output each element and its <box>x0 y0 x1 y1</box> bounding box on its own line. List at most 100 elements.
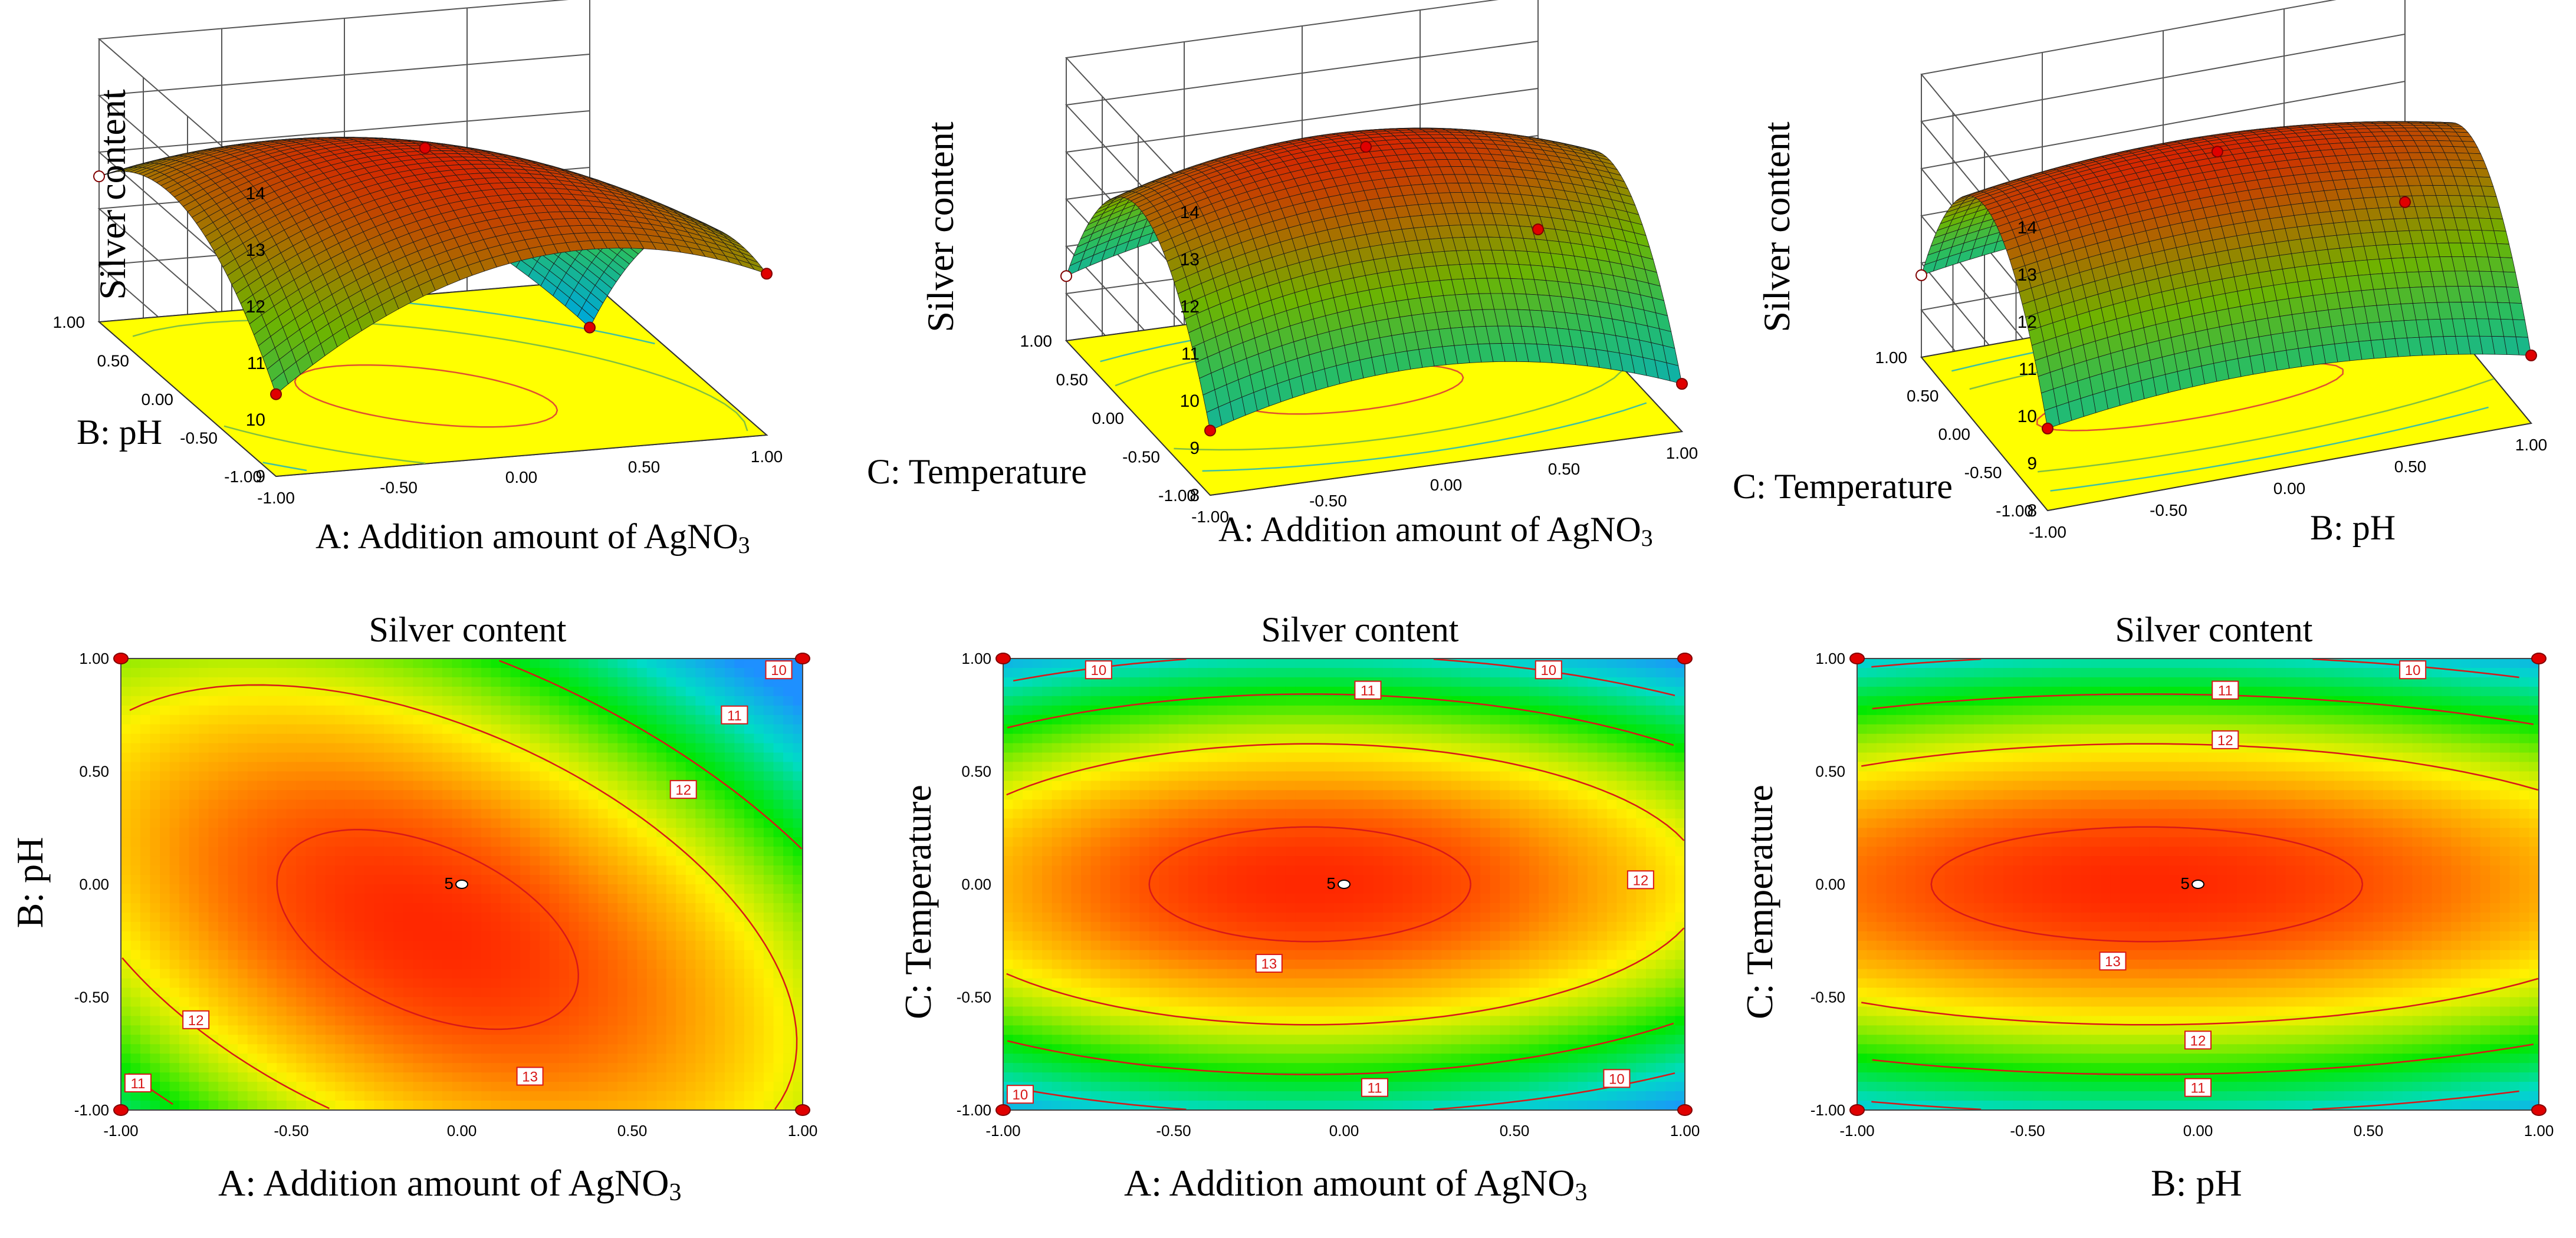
heatmap-cell <box>199 658 209 669</box>
design-point <box>584 322 595 333</box>
x-tick-label: 1.00 <box>2515 436 2548 454</box>
x-tick-label: 1.00 <box>1666 444 1698 462</box>
x-tick-label: 0.00 <box>1430 476 1463 494</box>
y-tick-label: 0.00 <box>1092 409 1125 427</box>
y-tick-label: -1.00 <box>224 467 262 486</box>
heatmap-cell <box>374 658 384 669</box>
x-axis-label: B: pH <box>2310 508 2396 547</box>
heatmap-cell <box>140 658 150 669</box>
design-point <box>1916 270 1927 281</box>
heatmap-cell <box>326 658 336 669</box>
heatmap-cell <box>462 658 472 669</box>
x-axis-label: A: Addition amount of AgNO3 <box>316 517 750 558</box>
z-tick-label: 14 <box>2018 218 2037 238</box>
design-point <box>761 268 772 279</box>
heatmap-cell <box>131 658 141 669</box>
design-point <box>2400 197 2410 208</box>
y-axis-label: B: pH <box>77 413 162 452</box>
heatmap-cell <box>393 658 403 669</box>
z-tick-label: 14 <box>1180 203 1200 222</box>
heatmap-cell <box>413 658 423 669</box>
y-tick-label: -0.50 <box>1964 463 2002 482</box>
x-tick-label: -0.50 <box>1309 492 1347 510</box>
design-point <box>2042 423 2053 434</box>
heatmap-cell <box>238 658 248 669</box>
x-tick-label: 1.00 <box>751 447 783 466</box>
y-tick-label: 1.00 <box>53 313 86 331</box>
z-tick-label: 13 <box>1180 250 1200 269</box>
heatmap-cell <box>209 658 219 669</box>
z-tick-label: 12 <box>246 297 265 317</box>
heatmap-cell <box>306 658 316 669</box>
heatmap-cell <box>296 658 306 669</box>
y-tick-label: 0.50 <box>97 352 130 370</box>
heatmap-cell <box>442 658 452 669</box>
heatmap-cell <box>345 658 355 669</box>
z-tick-label: 11 <box>2019 360 2037 379</box>
z-tick-label: 10 <box>246 410 265 430</box>
contour-title: Silver content <box>369 610 567 649</box>
heatmap-cell <box>267 658 277 669</box>
heatmap-cell <box>248 658 258 669</box>
y-tick-label: 1.00 <box>1875 348 1908 367</box>
heatmap-cell <box>491 658 501 669</box>
z-tick-label: 13 <box>2018 265 2037 285</box>
heatmap-cell <box>287 658 297 669</box>
heatmap-cell <box>277 658 287 669</box>
y-tick-label: -1.00 <box>1158 486 1196 505</box>
design-point <box>1677 378 1687 389</box>
x-tick-label: 0.50 <box>2394 457 2427 476</box>
z-axis-label: Silver content <box>91 89 133 299</box>
x-axis-label: A: Addition amount of AgNO3 <box>1218 510 1653 551</box>
design-point <box>1533 224 1543 235</box>
heatmap-cell <box>481 658 491 669</box>
x-tick-label: -0.50 <box>380 479 418 497</box>
x-tick-label: 0.00 <box>505 468 538 486</box>
z-tick-label: 11 <box>247 354 265 373</box>
x-tick-label: 0.50 <box>628 458 661 476</box>
z-tick-label: 12 <box>1180 297 1200 317</box>
z-tick-label: 12 <box>2018 312 2037 332</box>
heatmap-cell <box>472 658 482 669</box>
y-tick-label: -0.50 <box>1122 448 1160 466</box>
z-tick-label: 13 <box>246 241 265 260</box>
heatmap-cell <box>364 658 374 669</box>
design-point <box>2212 146 2223 157</box>
heatmap-cell <box>150 658 160 669</box>
surface-svg-1: 91011121314-1.00-0.500.000.501.00-1.00-0… <box>0 0 859 566</box>
heatmap-cell <box>423 658 433 669</box>
y-tick-label: 0.50 <box>1056 371 1089 389</box>
design-point <box>1205 425 1215 436</box>
design-point <box>271 389 281 400</box>
z-axis-label: Silver content <box>1756 121 1798 332</box>
z-tick-label: 10 <box>1180 391 1200 411</box>
x-tick-label: -1.00 <box>257 489 295 507</box>
design-point <box>420 143 431 153</box>
x-tick-label: -1.00 <box>2029 523 2066 541</box>
x-tick-label: 0.00 <box>2273 479 2306 498</box>
design-point <box>2526 350 2536 361</box>
heatmap-cell <box>316 658 326 669</box>
design-point <box>1061 271 1072 281</box>
y-axis-label: C: Temperature <box>1733 467 1953 506</box>
z-tick-label: 10 <box>2018 407 2037 426</box>
heatmap-cell <box>228 658 238 669</box>
y-tick-label: 0.00 <box>1938 425 1971 443</box>
heatmap-cell <box>189 658 199 669</box>
z-tick-label: 9 <box>1190 439 1200 458</box>
surface-svg-2: 891011121314-1.00-0.500.000.501.00-1.00-… <box>859 0 1717 566</box>
z-tick-label: 11 <box>1181 344 1200 364</box>
heatmap-cell <box>160 658 170 669</box>
y-tick-label: -0.50 <box>180 429 218 447</box>
y-axis-label: C: Temperature <box>867 452 1087 491</box>
x-tick-label: 0.50 <box>1548 460 1581 478</box>
heatmap-cell <box>218 658 228 669</box>
heatmap-cell <box>384 658 394 669</box>
y-tick-label: -1.00 <box>1996 502 2033 520</box>
